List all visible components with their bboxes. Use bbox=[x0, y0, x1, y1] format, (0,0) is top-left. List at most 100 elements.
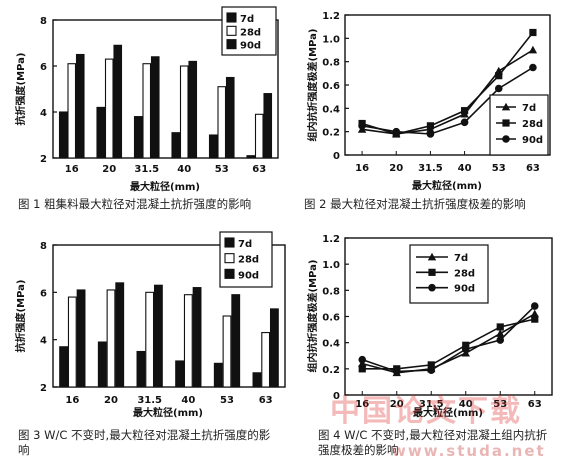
chart3-y-tick-label: 4 bbox=[40, 336, 47, 347]
chart3-legend-label-90d: 90d bbox=[238, 270, 259, 281]
chart4-point-28d bbox=[496, 323, 504, 331]
chart3-bar-7d bbox=[175, 360, 185, 388]
chart2-legend-label-28d: 28d bbox=[522, 119, 543, 130]
chart3-bar-7d bbox=[213, 362, 223, 388]
chart3-bar-28d bbox=[261, 332, 271, 388]
chart4-point-90d bbox=[392, 367, 401, 376]
chart4-y-tick-label: 1.2 bbox=[322, 234, 340, 245]
chart4-line-7d bbox=[362, 313, 536, 374]
chart4-legend-label-7d: 7d bbox=[454, 253, 468, 264]
chart4-point-28d bbox=[462, 341, 470, 349]
chart4-point-90d bbox=[358, 355, 367, 364]
chart4-line-90d bbox=[361, 305, 536, 373]
chart1-bar-7d bbox=[208, 134, 218, 159]
chart1-bar-28d bbox=[142, 63, 152, 159]
chart4-x-tick-label: 63 bbox=[528, 399, 542, 410]
chart2-point-90d bbox=[392, 127, 401, 136]
chart2-point-90d bbox=[426, 130, 435, 138]
chart4-point-7d bbox=[530, 309, 539, 318]
chart1-x-tick-label: 20 bbox=[102, 164, 116, 175]
chart4-x-axis-title: 最大粒径(mm) bbox=[413, 406, 483, 419]
chart3-x-tick-label: 20 bbox=[104, 395, 118, 406]
chart1-plot-frame bbox=[52, 19, 279, 159]
chart2-legend-label-7d: 7d bbox=[522, 103, 536, 114]
chart4-y-tick-label: 0.6 bbox=[322, 313, 340, 324]
chart2-legend-box bbox=[489, 94, 549, 156]
chart2-y-tick-label: 0.2 bbox=[322, 128, 340, 139]
chart3-x-tick-label: 40 bbox=[181, 395, 195, 406]
chart2-y-axis-title: 组内抗折强度极差(MPa) bbox=[306, 29, 319, 142]
chart2-y-tick-label: 1.2 bbox=[322, 11, 340, 22]
chart4-y-tick-label: 1.0 bbox=[322, 260, 340, 271]
chart1-legend-label-7d: 7d bbox=[240, 14, 254, 25]
chart3-y-axis-title: 抗折强度(MPa) bbox=[14, 280, 27, 353]
chart3-x-axis-title: 最大粒径(mm) bbox=[133, 406, 203, 419]
chart4-y-tick-label: 0.4 bbox=[322, 339, 340, 350]
chart3-legend-label-7d: 7d bbox=[238, 239, 252, 250]
caption-figure-2: 图 2 最大粒径对混凝土抗折强度极差的影响 bbox=[304, 197, 526, 211]
chart1-legend-swatch-28d bbox=[226, 25, 237, 36]
chart2-point-28d bbox=[529, 28, 537, 37]
chart4-point-7d bbox=[496, 329, 505, 337]
chart2-x-tick-label: 16 bbox=[355, 163, 369, 174]
chart4-point-28d bbox=[427, 361, 435, 369]
chart2-x-tick-label: 63 bbox=[526, 163, 540, 174]
chart1-y-tick-label: 6 bbox=[40, 62, 47, 73]
chart1-bar-90d bbox=[263, 93, 273, 159]
chart3-bar-7d bbox=[252, 372, 262, 388]
chart2-line-90d bbox=[361, 66, 534, 135]
chart1-bar-28d bbox=[179, 65, 189, 159]
chart2-y-tick-label: 1.0 bbox=[322, 34, 340, 45]
chart3-bar-90d bbox=[115, 282, 125, 388]
chart2-y-tick-label: 0.6 bbox=[322, 81, 340, 92]
chart1-bar-28d bbox=[217, 86, 227, 159]
chart4-x-tick-label: 16 bbox=[355, 399, 369, 410]
chart3-x-tick-label: 63 bbox=[259, 395, 273, 406]
chart3-bar-28d bbox=[183, 294, 193, 388]
chart4-point-90d bbox=[496, 336, 505, 344]
chart3-legend-swatch-7d bbox=[224, 237, 235, 248]
chart1-bar-90d bbox=[225, 76, 235, 159]
chart3-bar-90d bbox=[76, 289, 86, 388]
caption-figure-1: 图 1 粗集料最大粒径对混凝土抗折强度的影响 bbox=[18, 197, 252, 211]
chart3-bar-90d bbox=[192, 287, 202, 388]
caption-figure-3: 图 3 W/C 不变时,最大粒径对混凝土抗折强度的影响 bbox=[18, 428, 271, 457]
chart4-y-axis-title: 组内抗折强度极差(MPa) bbox=[306, 260, 319, 373]
chart4-legend-label-28d: 28d bbox=[454, 268, 475, 279]
chart3-x-tick-label: 31.5 bbox=[137, 395, 162, 406]
chart2-point-7d bbox=[528, 45, 538, 54]
chart3-y-tick-label: 6 bbox=[40, 288, 47, 299]
chart1-y-axis-title: 抗折强度(MPa) bbox=[14, 53, 27, 126]
chart4-x-tick-label: 40 bbox=[459, 399, 473, 410]
chart3-x-tick-label: 16 bbox=[65, 395, 79, 406]
chart1-legend-label-90d: 90d bbox=[240, 41, 261, 52]
chart4-point-90d bbox=[461, 345, 470, 354]
chart4-y-tick-label: 0 bbox=[333, 391, 340, 402]
chart1-bar-7d bbox=[246, 155, 256, 159]
chart1-bar-90d bbox=[113, 44, 123, 159]
chart3-bar-90d bbox=[269, 308, 279, 388]
chart1-bar-90d bbox=[188, 60, 198, 159]
chart2-x-tick-label: 53 bbox=[492, 163, 506, 174]
chart2-point-90d bbox=[529, 63, 537, 72]
chart2-point-28d bbox=[495, 72, 503, 80]
chart2-x-tick-label: 31.5 bbox=[418, 163, 443, 174]
chart1-bar-90d bbox=[75, 53, 85, 159]
chart2-legend-marker-90d bbox=[502, 135, 510, 143]
chart2-x-tick-label: 40 bbox=[458, 163, 472, 174]
chart2-point-90d bbox=[460, 118, 469, 127]
chart3-y-tick-label: 2 bbox=[40, 383, 47, 394]
chart3-x-tick-label: 53 bbox=[220, 395, 234, 406]
chart2-point-90d bbox=[358, 122, 366, 130]
watermark-url: www.studa.net bbox=[392, 442, 546, 460]
chart3-bar-28d bbox=[67, 296, 77, 388]
chart1-bar-28d bbox=[254, 113, 264, 159]
chart3-plot-frame bbox=[52, 244, 286, 388]
chart2-x-axis-title: 最大粒径(mm) bbox=[412, 179, 482, 192]
chart1-bar-7d bbox=[171, 132, 181, 159]
chart3-bar-7d bbox=[97, 341, 107, 388]
chart3-bar-7d bbox=[136, 350, 146, 388]
chart4-x-tick-label: 31.5 bbox=[419, 399, 444, 410]
chart4-legend-marker-7d bbox=[427, 252, 437, 261]
chart1-bar-7d bbox=[133, 116, 143, 159]
